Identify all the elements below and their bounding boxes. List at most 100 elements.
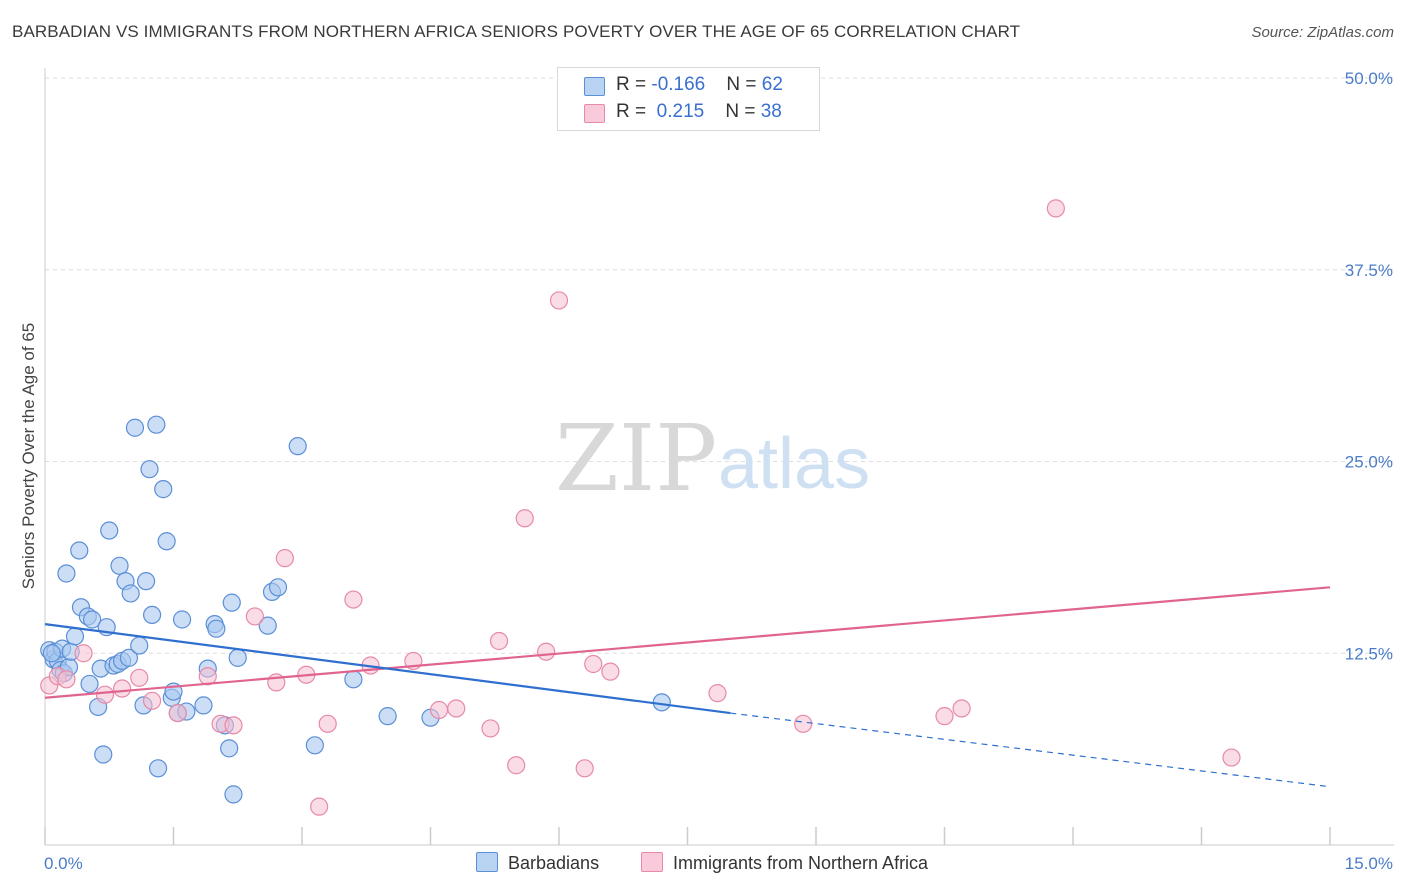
immigrants-point bbox=[1222, 748, 1241, 767]
immigrants-trend-line bbox=[44, 586, 1331, 699]
immigrants-point bbox=[935, 707, 954, 726]
immigrants-point bbox=[245, 607, 264, 626]
tick-labels: 12.5% 25.0% 37.5% 50.0% 0.0% 15.0% bbox=[44, 69, 1393, 873]
immigrants-point bbox=[275, 549, 294, 568]
barbadians-points bbox=[40, 415, 671, 804]
watermark-atlas: atlas bbox=[718, 424, 870, 504]
immigrants-point bbox=[344, 590, 363, 609]
immigrants-point bbox=[952, 699, 971, 718]
immigrants-point bbox=[429, 700, 449, 720]
x-tick-label: 0.0% bbox=[44, 854, 83, 873]
barbadians-point bbox=[100, 521, 119, 540]
immigrants-point bbox=[1046, 199, 1065, 218]
barbadians-point bbox=[258, 616, 277, 635]
legend-r-value: -0.166 bbox=[651, 74, 706, 95]
chart-source: Source: ZipAtlas.com bbox=[1251, 24, 1394, 41]
barbadians-point bbox=[305, 736, 324, 755]
immigrants-point bbox=[794, 714, 813, 733]
barbadians-point bbox=[83, 610, 102, 629]
barbadians-trend-extension bbox=[730, 712, 1331, 788]
immigrants-point bbox=[142, 691, 162, 710]
immigrants-point bbox=[112, 679, 132, 698]
y-tick-label: 50.0% bbox=[1345, 69, 1393, 88]
barbadians-point bbox=[65, 627, 85, 646]
barbadians-point bbox=[220, 739, 239, 758]
immigrants-point bbox=[318, 714, 337, 733]
barbadians-point bbox=[224, 785, 243, 804]
barbadians-point bbox=[268, 578, 288, 597]
legend-n-label: N = bbox=[725, 101, 761, 122]
immigrants-point bbox=[168, 703, 187, 723]
barbadians-point bbox=[94, 745, 113, 764]
chart-title: BARBADIAN VS IMMIGRANTS FROM NORTHERN AF… bbox=[12, 22, 1021, 41]
bottom-legend-swatch-blue bbox=[476, 852, 498, 872]
barbadians-point bbox=[80, 674, 99, 694]
barbadians-point bbox=[172, 610, 192, 629]
immigrants-point bbox=[575, 759, 594, 778]
barbadians-point bbox=[344, 670, 363, 689]
immigrants-point bbox=[489, 631, 509, 651]
barbadians-point bbox=[207, 619, 226, 638]
immigrants-point bbox=[481, 719, 500, 738]
immigrants-point bbox=[515, 509, 534, 528]
bottom-legend-swatch-pink bbox=[641, 852, 663, 872]
legend-n-value: 62 bbox=[761, 74, 783, 95]
barbadians-trend-line bbox=[44, 623, 731, 715]
barbadians-point bbox=[228, 648, 247, 667]
barbadians-point bbox=[119, 648, 139, 667]
barbadians-point bbox=[378, 707, 397, 726]
barbadians-point bbox=[140, 460, 159, 479]
immigrants-point bbox=[57, 670, 76, 689]
barbadians-point bbox=[57, 564, 76, 583]
immigrants-point bbox=[507, 756, 526, 775]
immigrants-point bbox=[130, 668, 149, 687]
grid-lines bbox=[45, 77, 1394, 654]
y-tick-label: 37.5% bbox=[1345, 261, 1393, 280]
y-tick-label: 25.0% bbox=[1345, 453, 1393, 472]
trend-lines bbox=[44, 586, 1331, 788]
immigrants-point bbox=[537, 642, 556, 661]
barbadians-point bbox=[142, 605, 162, 625]
barbadians-point bbox=[147, 415, 166, 434]
barbadians-point bbox=[130, 636, 149, 655]
axes bbox=[44, 68, 1394, 846]
legend-r-label: R = bbox=[616, 101, 652, 122]
immigrants-point bbox=[549, 291, 569, 310]
immigrants-point bbox=[224, 716, 243, 735]
legend-n-label: N = bbox=[726, 74, 762, 95]
legend-swatch-pink bbox=[584, 104, 605, 123]
immigrants-point bbox=[708, 684, 727, 703]
legend-swatch-blue bbox=[584, 77, 605, 96]
barbadians-point bbox=[154, 480, 173, 499]
legend-r-label: R = bbox=[616, 74, 652, 95]
immigrants-point bbox=[95, 685, 115, 704]
legend-n-value: 38 bbox=[760, 101, 782, 122]
immigrants-point bbox=[447, 699, 466, 718]
immigrants-point bbox=[584, 654, 603, 674]
barbadians-point bbox=[136, 572, 156, 591]
barbadians-point bbox=[125, 418, 145, 437]
barbadians-point bbox=[222, 593, 241, 612]
bottom-legend-immigrants: Immigrants from Northern Africa bbox=[641, 852, 928, 874]
barbadians-point bbox=[110, 556, 129, 575]
x-tick-label: 15.0% bbox=[1345, 854, 1393, 873]
y-axis-label: Seniors Poverty Over the Age of 65 bbox=[19, 323, 38, 589]
barbadians-point bbox=[288, 437, 307, 456]
y-tick-label: 12.5% bbox=[1345, 644, 1393, 663]
barbadians-point bbox=[42, 644, 61, 663]
correlation-legend: R = -0.166 N = 62 R = 0.215 N = 38 bbox=[557, 67, 820, 131]
legend-r-value: 0.215 bbox=[651, 101, 705, 122]
bottom-legend-label-barbadians: Barbadians bbox=[508, 853, 600, 873]
immigrants-point bbox=[74, 644, 93, 663]
barbadians-point bbox=[148, 759, 168, 778]
barbadians-point bbox=[157, 532, 176, 551]
barbadians-point bbox=[121, 584, 140, 603]
bottom-legend-barbadians: Barbadians bbox=[476, 852, 599, 874]
barbadians-point bbox=[194, 696, 213, 715]
bottom-legend-label-immigrants: Immigrants from Northern Africa bbox=[673, 853, 929, 873]
immigrants-point bbox=[601, 662, 620, 681]
watermark-zip: ZIP bbox=[555, 405, 717, 512]
barbadians-point bbox=[70, 541, 89, 560]
immigrants-point bbox=[310, 797, 329, 816]
